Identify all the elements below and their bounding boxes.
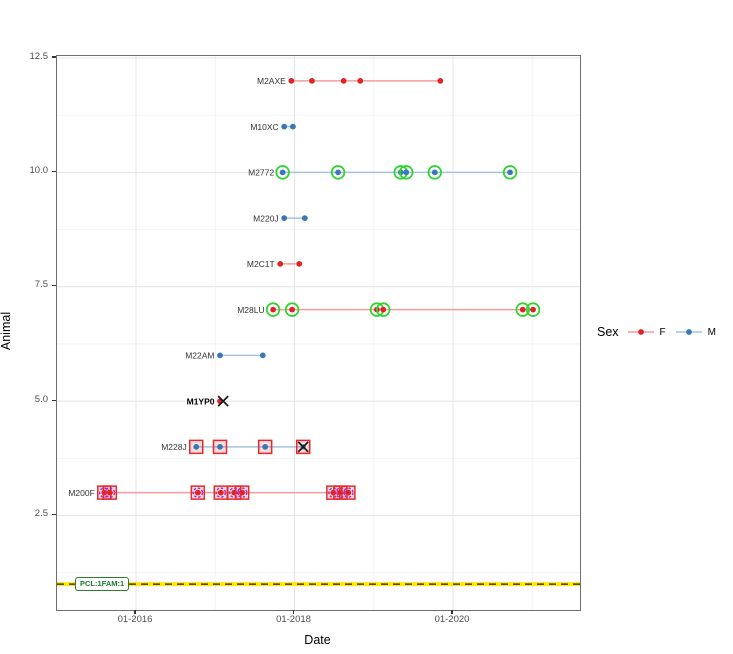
legend-key-icon (675, 329, 702, 335)
marker-dot (262, 443, 269, 450)
marker-dot (217, 489, 224, 496)
marker-dot (530, 306, 536, 313)
marker-green-ring (275, 165, 290, 180)
marker-violet-ring (104, 487, 116, 498)
marker-dot (301, 215, 308, 222)
row-label: M1YP0 (187, 396, 215, 406)
legend-title: Sex (597, 325, 619, 339)
marker-dot (281, 123, 288, 130)
marker-dot (357, 77, 364, 84)
y-tick-label: 7.5 (34, 279, 48, 291)
row-label: M2772 (248, 168, 274, 178)
marker-green-ring (525, 302, 541, 317)
marker-dot (194, 489, 201, 496)
marker-dot (277, 260, 284, 267)
x-tick-label: 01-2018 (276, 614, 311, 625)
plot-panel: M2AXE M10XC M2772 M220J M2C1T M28LU M22AM M1YP0… (56, 55, 581, 611)
marker-dot (345, 489, 352, 496)
plot-canvas: M2AXE M10XC M2772 M220J M2C1T M28LU M22AM M1YP0… (57, 56, 580, 610)
y-tick-label: 2.5 (34, 508, 48, 519)
y-tick-mark (52, 285, 56, 287)
legend-item-m: M (675, 325, 716, 339)
marker-violet-ring (236, 487, 248, 498)
marker-dot (403, 169, 410, 176)
marker-x (297, 441, 309, 453)
marker-violet-ring (192, 487, 204, 498)
marker-dot (340, 77, 347, 84)
marker-green-ring (502, 165, 518, 180)
legend-label: F (659, 326, 666, 338)
marker-green-ring (515, 302, 530, 317)
marker-x (217, 395, 229, 407)
legend-label: M (707, 326, 716, 338)
row-label: M2C1T (247, 259, 275, 269)
marker-violet-ring (228, 487, 240, 498)
marker-dot (193, 443, 200, 450)
marker-green-ring (376, 302, 391, 317)
y-tick-mark (52, 56, 56, 58)
marker-dot (289, 306, 296, 313)
x-tick-mark (292, 610, 295, 614)
x-tick-mark (134, 610, 136, 614)
marker-dot (106, 489, 113, 496)
x-tick-mark (451, 610, 453, 614)
y-tick-mark (52, 513, 56, 516)
legend-key-dot (685, 329, 692, 335)
marker-violet-ring (335, 487, 346, 498)
marker-dot (507, 169, 513, 176)
x-tick-label: 01-2020 (434, 614, 470, 625)
marker-green-ring (284, 302, 300, 317)
marker-dot (281, 215, 288, 222)
marker-dot (279, 169, 286, 176)
x-tick-label: 01-2016 (117, 614, 153, 625)
marker-dot (335, 169, 341, 176)
marker-dot (290, 123, 296, 130)
marker-dot (437, 77, 444, 84)
marker-dot (217, 352, 223, 359)
y-axis-title: Animal (0, 311, 13, 351)
marker-dot (380, 306, 387, 313)
marker-dot (431, 169, 438, 176)
y-tick-mark (52, 399, 56, 401)
y-tick-label: 10.0 (29, 164, 49, 176)
row-label: M228J (161, 442, 187, 452)
marker-green-ring (265, 302, 281, 317)
marker-dot (259, 352, 266, 359)
marker-dot (288, 77, 295, 84)
ref-line-label: PCL:1FAM:1 (75, 577, 130, 591)
row-label: M10XC (250, 122, 278, 132)
y-tick-mark (52, 170, 56, 172)
marker-green-ring (427, 165, 442, 180)
marker-dot (519, 306, 526, 313)
row-label: M28LU (237, 305, 264, 315)
row-label: M22AM (185, 351, 214, 361)
legend-item-f: F (627, 325, 666, 339)
marker-green-ring (330, 165, 346, 180)
row-label: M220J (253, 213, 279, 223)
marker-dot (239, 489, 246, 496)
y-tick-label: 12.5 (29, 50, 49, 62)
row-label: M200F (68, 488, 94, 498)
row-label: M2AXE (257, 76, 286, 86)
marker-violet-ring (343, 487, 354, 498)
legend-key-icon (627, 329, 654, 335)
marker-violet-ring (215, 487, 227, 498)
legend-key-dot (637, 329, 644, 335)
marker-dot (217, 443, 223, 450)
marker-dot (270, 306, 277, 313)
marker-dot (309, 77, 315, 84)
marker-dot (296, 260, 303, 267)
x-axis-title: Date (304, 633, 331, 647)
marker-green-ring (399, 165, 414, 180)
y-tick-label: 5.0 (34, 393, 48, 405)
